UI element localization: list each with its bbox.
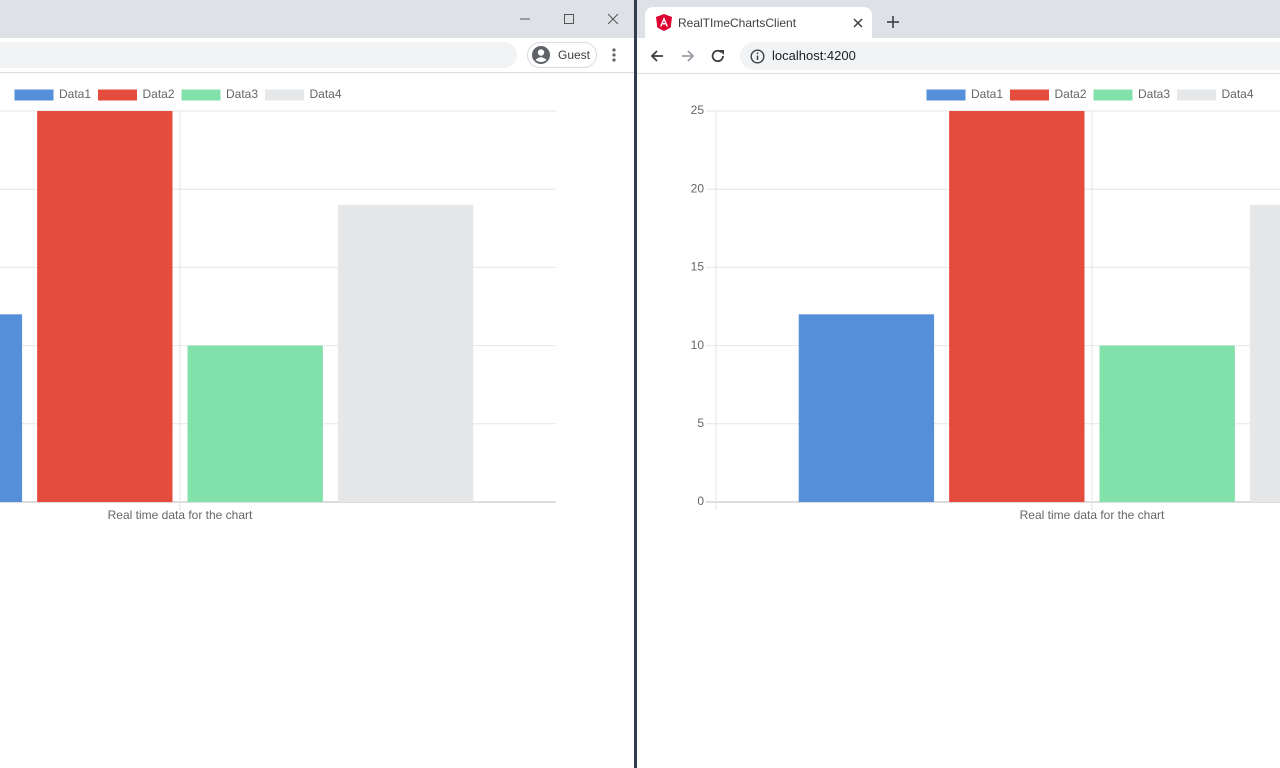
legend-swatch (925, 88, 967, 102)
x-tick-label: Real time data for the chart (108, 508, 253, 522)
legend-label: Data4 (310, 87, 342, 101)
y-tick-label: 20 (691, 181, 705, 195)
address-bar[interactable]: localhost:4200 (740, 42, 1280, 70)
legend-label: Data1 (59, 87, 91, 101)
y-tick-label: 10 (691, 338, 705, 352)
legend-swatch (1092, 88, 1134, 102)
y-tick-label: 15 (691, 260, 705, 274)
legend-label: Data2 (143, 87, 175, 101)
legend-swatch (97, 88, 138, 102)
bar (337, 204, 474, 502)
bar (1249, 204, 1280, 502)
title-bar (0, 0, 634, 38)
y-tick-label: 0 (697, 494, 704, 508)
bar (187, 345, 323, 502)
legend-swatch (13, 88, 55, 102)
url: localhost:4200 (772, 48, 856, 63)
legend-swatch (180, 88, 222, 102)
legend-swatch (1009, 88, 1050, 102)
tab-favicon (656, 14, 672, 31)
bar (798, 314, 935, 502)
window-controls[interactable] (515, 8, 625, 30)
reload-button[interactable] (710, 48, 726, 64)
window-divider (634, 0, 637, 768)
legend-label: Data2 (1055, 87, 1087, 101)
legend-label: Data3 (1138, 87, 1170, 101)
back-button[interactable] (649, 48, 665, 64)
new-tab[interactable] (886, 15, 900, 29)
bar (37, 111, 173, 502)
legend-label: Data3 (226, 87, 258, 101)
bar (1099, 345, 1235, 502)
y-tick-label: 5 (697, 416, 704, 430)
toolbar: localhost:4200 (637, 38, 1280, 74)
profile-button[interactable]: Guest (527, 42, 597, 68)
toolbar: Guest (0, 38, 634, 73)
tab-title: RealTImeChartsClient (678, 16, 797, 30)
forward-button[interactable] (680, 48, 696, 64)
legend-swatch (264, 88, 305, 102)
site-info-icon[interactable] (750, 49, 765, 64)
legend-label: Data4 (1222, 87, 1254, 101)
menu-button[interactable] (608, 46, 620, 64)
tab-close[interactable] (852, 17, 864, 29)
chart: 0 5 10 15 20 25 Real time data for the chart Da… (691, 87, 1280, 522)
profile-name: Guest (558, 48, 591, 62)
address-bar[interactable] (0, 42, 517, 68)
legend-swatch (1176, 88, 1217, 102)
tab[interactable]: RealTImeChartsClient (645, 7, 872, 38)
legend-label: Data1 (971, 87, 1003, 101)
y-tick-label: 25 (691, 103, 705, 117)
right-window: RealTImeChartsClient (637, 0, 1280, 768)
bar (0, 314, 23, 502)
tab-strip: RealTImeChartsClient (637, 0, 1280, 38)
bar (949, 111, 1085, 502)
profile-icon (532, 46, 550, 64)
x-tick-label: Real time data for the chart (1020, 508, 1165, 522)
